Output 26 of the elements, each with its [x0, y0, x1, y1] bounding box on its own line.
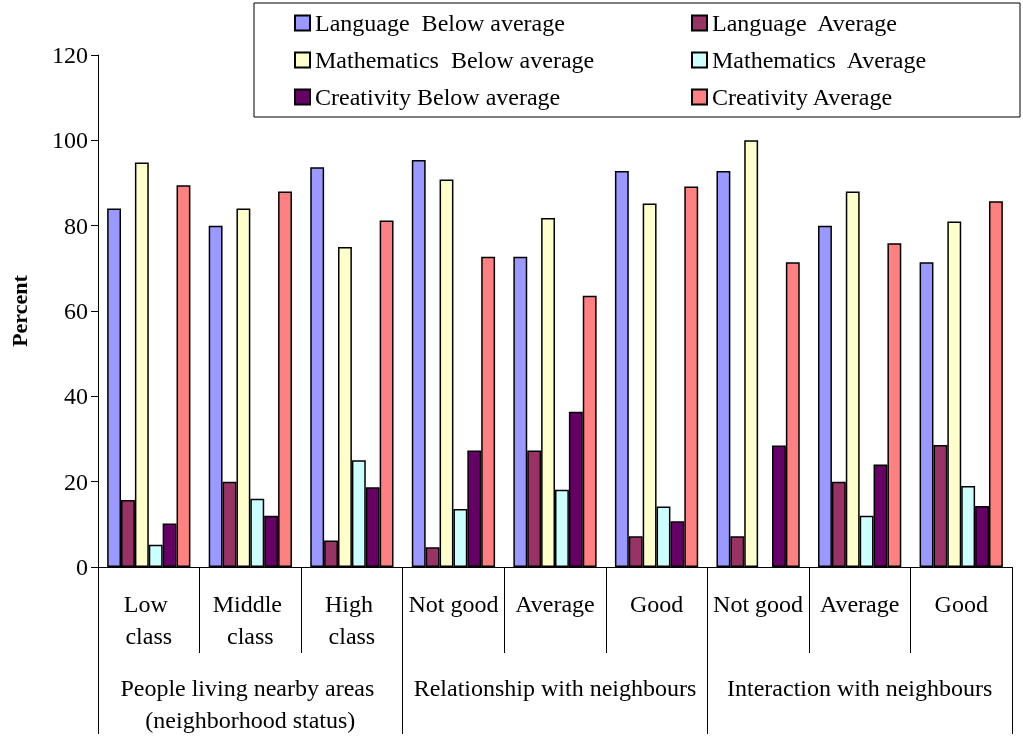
y-tick-label: 40 [64, 383, 88, 410]
x-tick-label: Low class [123, 591, 174, 649]
x-tick-label: Not good [713, 591, 804, 617]
x-tick-label: Good [629, 591, 684, 617]
text: Interaction with neighbours [727, 675, 993, 701]
y-tick-label: 100 [52, 127, 88, 154]
text: Relationship with neighbours [413, 675, 697, 701]
legend-label: Language Below average [315, 10, 565, 36]
text: People living nearby areas (neighborhood status) [120, 675, 381, 733]
y-axis-title: Percent [6, 274, 32, 347]
x-tick-label: Average [515, 591, 595, 617]
x-tick-label: Not good [408, 591, 499, 617]
y-tick-label: 120 [52, 42, 88, 68]
y-tick-label: 0 [76, 554, 88, 580]
legend-label: Mathematics Average [712, 47, 927, 73]
y-tick-label: 60 [64, 298, 88, 324]
x-tick-label: Good [934, 591, 988, 617]
y-tick-label: 20 [64, 468, 88, 495]
legend-label: Language Average [712, 10, 897, 36]
x-tick-label: High class [324, 591, 379, 649]
y-tick-label: 80 [64, 212, 88, 239]
x-tick-label: Middle class [212, 591, 288, 649]
x-tick-label: Average [819, 591, 900, 617]
legend-label: Creativity Below average [315, 84, 561, 110]
legend-label: Mathematics Below average [315, 47, 595, 73]
legend-label: Creativity Average [712, 84, 893, 110]
